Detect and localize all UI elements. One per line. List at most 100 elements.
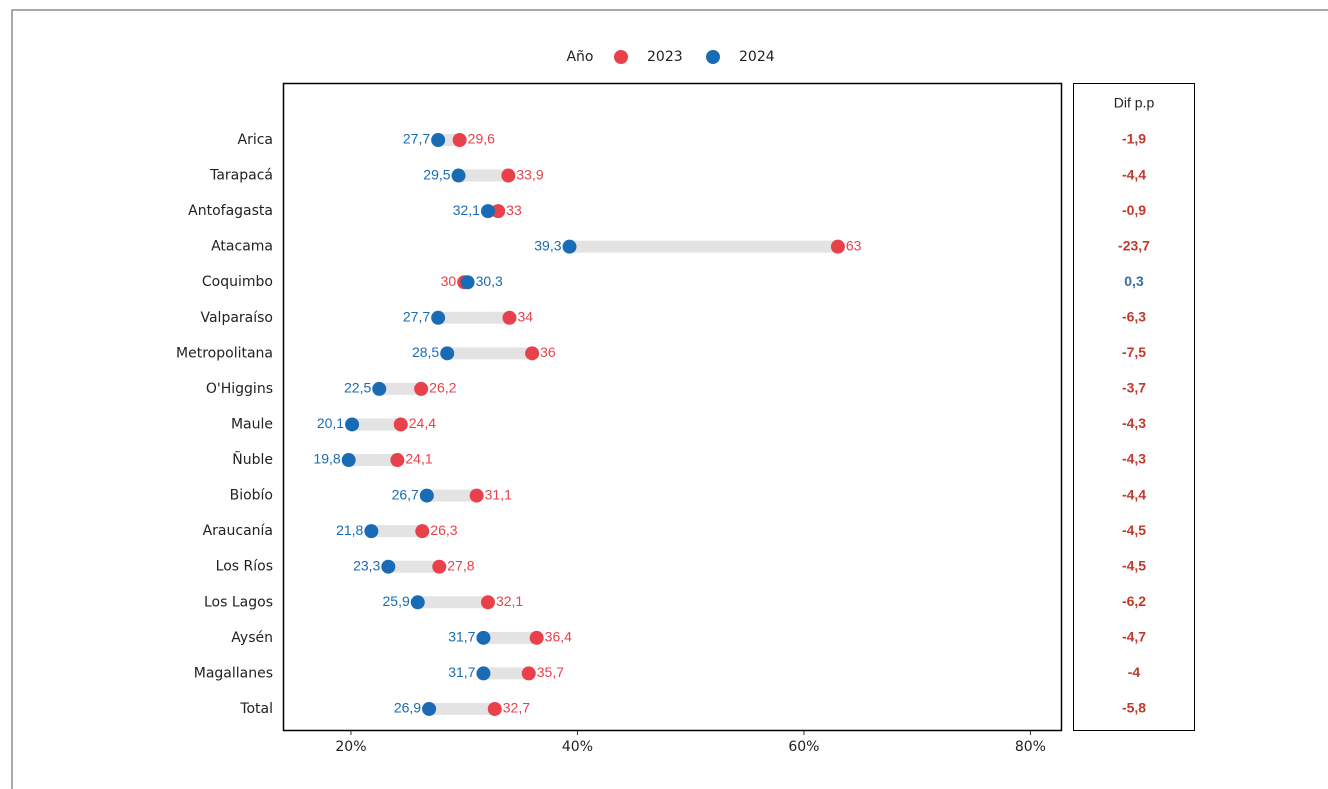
diff-label: -4,3: [1122, 451, 1146, 467]
data-label: 31,7: [448, 629, 475, 645]
dot: [487, 701, 502, 716]
diff-label: -4: [1128, 664, 1141, 680]
y-tick-label: Los Lagos: [204, 594, 273, 610]
diff-label: -4,7: [1122, 629, 1146, 645]
data-label: 22,5: [344, 380, 371, 396]
dot: [476, 630, 491, 645]
y-tick-label: Atacama: [211, 239, 273, 255]
data-label: 24,4: [409, 415, 436, 431]
diff-title: Dif p.p: [1114, 95, 1155, 111]
plot-border: [282, 82, 1063, 732]
x-tick-label: 80%: [1015, 739, 1046, 755]
data-label: 32,1: [496, 593, 523, 609]
dot: [480, 204, 495, 219]
dot: [502, 310, 517, 325]
data-label: 28,5: [412, 344, 439, 360]
data-label: 36: [540, 344, 556, 360]
dot: [452, 133, 467, 147]
y-tick-label: Total: [239, 701, 273, 717]
dot: [480, 595, 495, 610]
data-label: 27,8: [447, 557, 474, 573]
y-tick-label: O'Higgins: [206, 381, 273, 397]
y-tick-label: Antofagasta: [188, 203, 273, 219]
dot: [415, 524, 430, 539]
dot: [529, 630, 544, 645]
dot: [419, 488, 434, 503]
data-label: 26,3: [430, 522, 457, 538]
dot: [390, 453, 405, 468]
data-label: 39,3: [534, 237, 561, 253]
data-label: 31,1: [485, 486, 512, 502]
y-tick-label: Ñuble: [232, 451, 273, 468]
data-label: 25,9: [383, 593, 410, 609]
diff-label: -4,5: [1122, 557, 1146, 573]
x-tick-label: 40%: [562, 739, 593, 755]
dot: [431, 133, 446, 147]
y-tick-label: Magallanes: [194, 665, 273, 681]
data-label: 29,6: [468, 131, 495, 147]
dot: [451, 168, 466, 183]
diff-label: -5,8: [1122, 700, 1146, 716]
diff-label: -4,4: [1122, 486, 1146, 502]
diff-border: [1073, 83, 1195, 731]
dot: [525, 346, 540, 361]
legend-title: Año: [566, 49, 593, 65]
dot: [432, 559, 447, 574]
x-tick-label: 60%: [788, 739, 819, 755]
data-label: 36,4: [545, 629, 572, 645]
data-label: 19,8: [313, 451, 340, 467]
dot: [431, 310, 446, 325]
y-tick-label: Valparaíso: [200, 310, 273, 326]
data-label: 33,9: [516, 166, 543, 182]
dot: [410, 595, 425, 610]
diff-label: -7,5: [1122, 344, 1146, 360]
data-label: 32,7: [503, 700, 530, 716]
diff-label: -23,7: [1118, 237, 1150, 253]
data-label: 31,7: [448, 664, 475, 680]
dot: [491, 204, 506, 219]
x-tick-label: 20%: [335, 739, 366, 755]
diff-label: -6,2: [1122, 593, 1146, 609]
data-label: 23,3: [353, 557, 380, 573]
diff-label: -4,4: [1122, 166, 1146, 182]
diff-label: -1,9: [1122, 131, 1146, 147]
y-tick-label: Maule: [231, 416, 273, 432]
dot: [381, 559, 396, 574]
diff-label: -3,7: [1122, 380, 1146, 396]
y-tick-label: Aysén: [231, 630, 273, 646]
data-label: 33: [506, 202, 522, 218]
legend-label: 2023: [647, 49, 683, 65]
data-label: 26,7: [392, 486, 419, 502]
data-label: 27,7: [403, 309, 430, 325]
data-label: 30: [441, 273, 457, 289]
y-tick-label: Biobío: [230, 488, 273, 504]
data-label: 34: [517, 309, 533, 325]
dot: [422, 701, 437, 716]
y-tick-label: Araucanía: [203, 523, 273, 539]
dot: [521, 666, 536, 681]
dot: [476, 666, 491, 681]
data-label: 35,7: [537, 664, 564, 680]
data-label: 63: [846, 237, 862, 253]
dot: [364, 524, 379, 539]
dot: [469, 488, 484, 503]
y-tick-label: Arica: [238, 132, 274, 148]
y-tick-label: Coquimbo: [202, 274, 273, 290]
data-label: 29,5: [423, 166, 450, 182]
legend-marker: [706, 50, 720, 64]
y-tick-label: Los Ríos: [216, 559, 273, 575]
dot: [414, 381, 429, 396]
legend-label: 2024: [739, 49, 775, 65]
diff-label: -4,5: [1122, 522, 1146, 538]
data-label: 26,9: [394, 700, 421, 716]
dot: [440, 346, 455, 361]
diff-label: -0,9: [1122, 202, 1146, 218]
dot: [341, 453, 356, 468]
data-label: 32,1: [453, 202, 480, 218]
diff-label: 0,3: [1124, 273, 1144, 289]
y-tick-label: Tarapacá: [209, 168, 273, 184]
data-label: 27,7: [403, 131, 430, 147]
data-label: 21,8: [336, 522, 363, 538]
data-label: 20,1: [317, 415, 344, 431]
